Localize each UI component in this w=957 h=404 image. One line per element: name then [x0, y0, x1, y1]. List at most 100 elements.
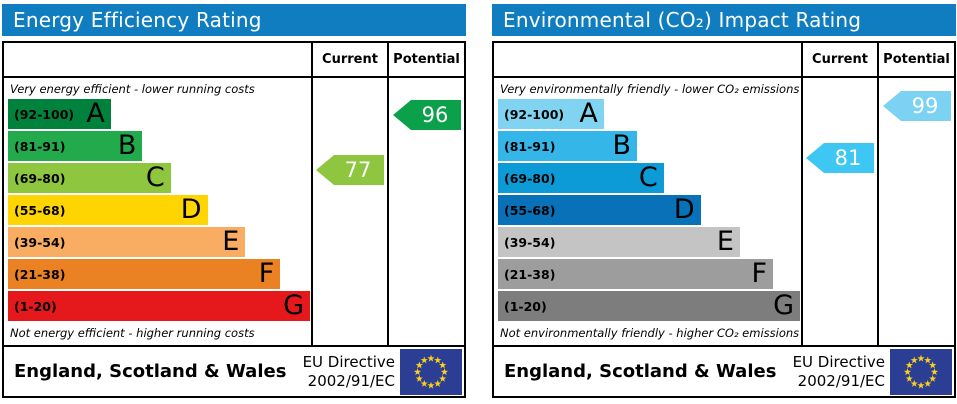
band-letter: E	[716, 226, 734, 257]
rating-table: Current Potential Very environmentally f…	[492, 41, 956, 345]
band-row-b: (81-91) B	[498, 130, 638, 161]
potential-rating-value: 99	[911, 94, 939, 118]
panel-footer: England, Scotland & Wales EU Directive 2…	[2, 345, 466, 398]
column-header-current: Current	[801, 43, 877, 76]
current-rating-value: 77	[344, 158, 372, 182]
current-rating-value: 81	[834, 146, 862, 170]
band-range-label: (81-91)	[14, 138, 66, 154]
band-letter: E	[222, 226, 240, 257]
band-range-label: (55-68)	[14, 202, 66, 218]
eu-directive-line2: 2002/91/EC	[797, 371, 885, 390]
column-headers: Current Potential	[494, 43, 954, 78]
current-rating-arrow: 81	[806, 143, 874, 173]
band-row-g: (1-20) G	[498, 290, 801, 321]
footer-region-label: England, Scotland & Wales	[504, 361, 777, 382]
band-letter: G	[283, 290, 305, 321]
column-header-spacer	[4, 43, 311, 76]
eu-star-icon	[420, 356, 428, 363]
band-range-label: (1-20)	[14, 298, 57, 314]
band-letter: A	[579, 98, 598, 129]
eu-star-icon	[420, 379, 428, 387]
eu-directive-label: EU Directive 2002/91/EC	[793, 353, 885, 391]
band-row-f: (21-38) F	[498, 259, 774, 289]
eu-star-icon	[910, 379, 918, 387]
eu-star-icon	[440, 367, 449, 375]
band-row-c: (69-80) C	[498, 163, 664, 193]
band-range-label: (81-91)	[504, 138, 556, 154]
eu-star-icon	[929, 374, 937, 382]
eu-directive-label: EU Directive 2002/91/EC	[303, 353, 395, 391]
eu-star-icon	[917, 354, 925, 362]
left-arrow-icon	[806, 143, 874, 173]
eu-star-icon	[413, 367, 422, 375]
eu-flag-icon	[890, 348, 952, 395]
column-header-spacer	[494, 43, 801, 76]
band-range-label: (39-54)	[504, 234, 556, 250]
band-range-label: (21-38)	[14, 266, 66, 282]
band-row-a: (92-100) A	[498, 99, 604, 129]
band-letter: D	[673, 194, 695, 225]
eu-star-icon	[924, 379, 932, 387]
eu-star-icon	[929, 360, 937, 368]
left-arrow-icon	[393, 100, 461, 130]
eu-star-icon	[930, 367, 939, 375]
chart-body: Very energy efficient - lower running co…	[4, 78, 464, 345]
band-letter: F	[258, 258, 275, 289]
band-letter: G	[773, 290, 795, 321]
band-range-label: (39-54)	[14, 234, 66, 250]
left-arrow-icon	[316, 155, 384, 185]
band-letter: C	[638, 162, 658, 193]
panel-footer: England, Scotland & Wales EU Directive 2…	[492, 345, 956, 398]
band-range-label: (69-80)	[504, 170, 556, 186]
band-row-f: (21-38) F	[8, 258, 281, 289]
column-header-potential: Potential	[877, 43, 954, 76]
eu-directive-line2: 2002/91/EC	[307, 371, 395, 390]
eu-star-icon	[905, 360, 913, 368]
bands-column: Very energy efficient - lower running co…	[4, 78, 311, 345]
column-headers: Current Potential	[4, 43, 464, 78]
current-rating-arrow: 77	[316, 155, 384, 185]
column-header-current: Current	[311, 43, 387, 76]
band-row-a: (92-100) A	[8, 99, 111, 129]
potential-column: 96	[387, 78, 464, 345]
current-column: 81	[801, 78, 877, 345]
energy-efficiency-panel: Energy Efficiency Rating Current Potenti…	[2, 4, 466, 398]
band-range-label: (92-100)	[504, 106, 565, 122]
band-row-d: (55-68) D	[498, 195, 701, 225]
band-row-e: (39-54) E	[498, 227, 740, 257]
eu-star-icon	[415, 374, 423, 382]
bottom-caption: Not environmentally friendly - higher CO…	[500, 326, 800, 340]
band-row-d: (55-68) D	[8, 195, 208, 225]
column-header-potential: Potential	[387, 43, 464, 76]
band-range-label: (55-68)	[504, 202, 556, 218]
band-range-label: (1-20)	[504, 298, 547, 314]
eu-star-icon	[924, 356, 932, 363]
band-row-g: (1-20) G	[8, 290, 311, 321]
panel-title: Environmental (CO₂) Impact Rating	[492, 4, 956, 36]
band-letter: A	[86, 98, 105, 129]
eu-star-icon	[415, 360, 423, 368]
band-letter: B	[117, 130, 137, 161]
eu-directive-line1: EU Directive	[792, 352, 885, 371]
bottom-caption: Not energy efficient - higher running co…	[10, 326, 255, 340]
left-arrow-icon	[883, 91, 951, 121]
eu-star-icon	[917, 381, 925, 389]
eu-star-icon	[434, 356, 442, 363]
potential-rating-arrow: 99	[883, 91, 951, 121]
band-letter: D	[180, 194, 202, 225]
top-caption: Very energy efficient - lower running co…	[10, 81, 255, 96]
band-range-label: (69-80)	[14, 170, 66, 186]
potential-rating-arrow: 96	[393, 100, 461, 130]
eu-star-icon	[905, 374, 913, 382]
eu-directive-line1: EU Directive	[302, 352, 395, 371]
eu-star-icon	[903, 367, 912, 375]
band-row-c: (69-80) C	[8, 163, 171, 193]
rating-table: Current Potential Very energy efficient …	[2, 41, 466, 345]
eu-star-icon	[439, 360, 447, 368]
current-column: 77	[311, 78, 387, 345]
panel-title: Energy Efficiency Rating	[2, 4, 466, 36]
chart-body: Very environmentally friendly - lower CO…	[494, 78, 954, 345]
band-letter: B	[612, 130, 632, 161]
eu-flag-icon	[400, 348, 462, 395]
